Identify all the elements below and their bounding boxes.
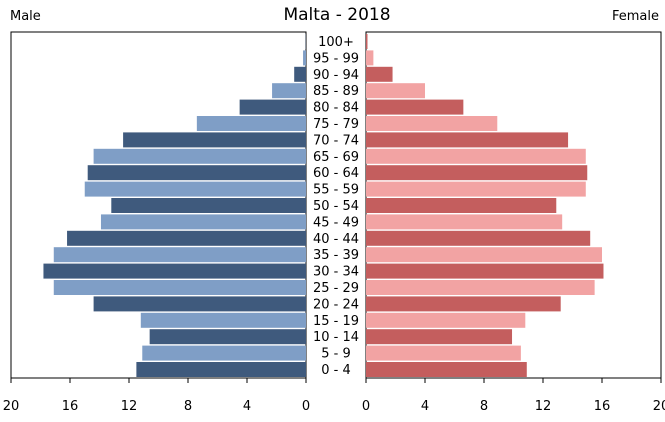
age-group-label: 100+ bbox=[318, 35, 354, 50]
female-tick-label: 16 bbox=[594, 399, 611, 414]
male-bar bbox=[142, 345, 306, 361]
male-bar bbox=[140, 312, 306, 328]
age-group-label: 35 - 39 bbox=[313, 248, 359, 263]
age-group-label: 90 - 94 bbox=[313, 68, 359, 83]
female-bar bbox=[366, 263, 604, 279]
age-group-label: 70 - 74 bbox=[313, 133, 359, 148]
male-bar bbox=[123, 132, 306, 148]
female-bar bbox=[366, 66, 393, 82]
female-tick-label: 20 bbox=[653, 399, 665, 414]
age-group-label: 60 - 64 bbox=[313, 166, 359, 181]
female-bar bbox=[366, 165, 588, 181]
female-tick-label: 8 bbox=[480, 399, 488, 414]
male-tick-label: 20 bbox=[3, 399, 20, 414]
female-bar bbox=[366, 198, 557, 213]
age-group-label: 15 - 19 bbox=[313, 314, 359, 329]
female-bar bbox=[366, 116, 498, 131]
age-group-label: 85 - 89 bbox=[313, 84, 359, 99]
female-bar bbox=[366, 296, 561, 312]
bars-group bbox=[43, 34, 604, 377]
female-bar bbox=[366, 362, 527, 377]
male-bar bbox=[53, 280, 306, 295]
male-tick-label: 16 bbox=[62, 399, 79, 414]
age-group-label: 55 - 59 bbox=[313, 183, 359, 198]
male-tick-label: 0 bbox=[302, 399, 310, 414]
female-bar bbox=[366, 50, 374, 66]
female-bar bbox=[366, 247, 602, 263]
female-bar bbox=[366, 99, 464, 115]
age-group-label: 50 - 54 bbox=[313, 199, 359, 214]
age-group-label: 80 - 84 bbox=[313, 101, 359, 116]
male-bar bbox=[93, 296, 306, 312]
female-tick-label: 12 bbox=[535, 399, 552, 414]
male-bar bbox=[84, 181, 306, 197]
age-group-label: 25 - 29 bbox=[313, 281, 359, 296]
female-bar bbox=[366, 34, 368, 49]
female-bar bbox=[366, 181, 586, 197]
male-bar bbox=[239, 99, 307, 115]
female-bar bbox=[366, 132, 569, 148]
age-group-label: 65 - 69 bbox=[313, 150, 359, 165]
male-label: Male bbox=[10, 9, 41, 24]
age-group-label: 20 - 24 bbox=[313, 297, 359, 312]
male-bar bbox=[100, 214, 306, 230]
female-bar bbox=[366, 280, 595, 295]
male-bar bbox=[294, 66, 306, 82]
male-bar bbox=[53, 247, 306, 263]
male-tick-label: 4 bbox=[243, 399, 251, 414]
age-group-label: 95 - 99 bbox=[313, 51, 359, 66]
female-bar bbox=[366, 345, 521, 361]
female-bar bbox=[366, 214, 563, 230]
female-bar bbox=[366, 230, 591, 246]
male-bar bbox=[87, 165, 306, 181]
male-bar bbox=[67, 230, 306, 246]
male-bar bbox=[196, 116, 306, 131]
female-bar bbox=[366, 148, 586, 164]
age-group-label: 10 - 14 bbox=[313, 330, 359, 345]
age-group-label: 30 - 34 bbox=[313, 265, 359, 280]
male-bar bbox=[136, 362, 307, 377]
female-bar bbox=[366, 83, 425, 99]
female-label: Female bbox=[612, 9, 659, 24]
male-bar bbox=[111, 198, 306, 213]
female-tick-label: 4 bbox=[421, 399, 429, 414]
age-group-label: 5 - 9 bbox=[321, 347, 351, 362]
male-tick-label: 12 bbox=[121, 399, 138, 414]
female-tick-label: 0 bbox=[362, 399, 370, 414]
chart-title: Malta - 2018 bbox=[283, 5, 390, 25]
age-group-label: 75 - 79 bbox=[313, 117, 359, 132]
male-tick-label: 8 bbox=[184, 399, 192, 414]
female-bar bbox=[366, 329, 513, 345]
age-group-label: 45 - 49 bbox=[313, 215, 359, 230]
axis-ticks-group: 20 16 12 8 4 0 0 4 8 12 16 20 bbox=[3, 378, 665, 414]
male-bar bbox=[93, 148, 306, 164]
male-bar bbox=[43, 263, 306, 279]
age-group-label: 40 - 44 bbox=[313, 232, 359, 247]
male-bar bbox=[149, 329, 306, 345]
female-bar bbox=[366, 312, 526, 328]
male-bar bbox=[272, 83, 306, 99]
male-bar bbox=[303, 50, 306, 66]
age-group-label: 0 - 4 bbox=[321, 363, 351, 378]
